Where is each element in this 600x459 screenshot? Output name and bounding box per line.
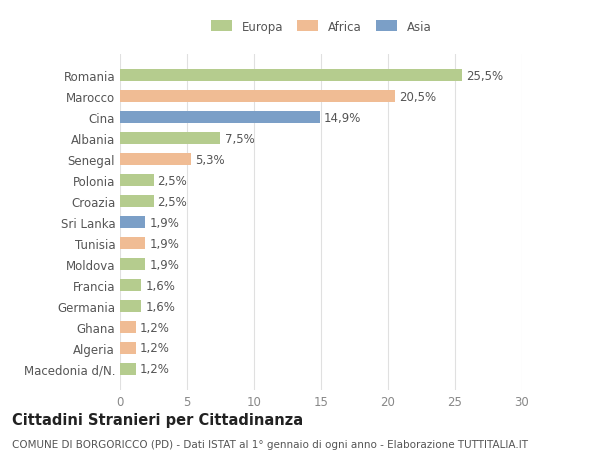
Text: 5,3%: 5,3%	[195, 153, 224, 166]
Bar	[120, 196, 154, 207]
Text: 1,2%: 1,2%	[140, 342, 170, 355]
Bar	[120, 154, 191, 166]
Text: 1,2%: 1,2%	[140, 321, 170, 334]
Text: 1,9%: 1,9%	[149, 216, 179, 229]
Text: 7,5%: 7,5%	[224, 132, 254, 146]
Text: 25,5%: 25,5%	[466, 70, 503, 83]
Bar	[120, 175, 154, 186]
Text: 1,9%: 1,9%	[149, 237, 179, 250]
Bar	[120, 280, 142, 291]
Text: Cittadini Stranieri per Cittadinanza: Cittadini Stranieri per Cittadinanza	[12, 413, 303, 428]
Bar	[120, 112, 320, 123]
Text: 1,2%: 1,2%	[140, 363, 170, 375]
Text: COMUNE DI BORGORICCO (PD) - Dati ISTAT al 1° gennaio di ogni anno - Elaborazione: COMUNE DI BORGORICCO (PD) - Dati ISTAT a…	[12, 440, 528, 449]
Text: 1,9%: 1,9%	[149, 258, 179, 271]
Bar	[120, 91, 395, 103]
Bar	[120, 364, 136, 375]
Bar	[120, 259, 145, 270]
Text: 2,5%: 2,5%	[158, 174, 187, 187]
Bar	[120, 133, 221, 145]
Bar	[120, 301, 142, 312]
Bar	[120, 322, 136, 333]
Text: 2,5%: 2,5%	[158, 195, 187, 208]
Text: 1,6%: 1,6%	[145, 300, 175, 313]
Bar	[120, 342, 136, 354]
Bar	[120, 238, 145, 249]
Text: 1,6%: 1,6%	[145, 279, 175, 292]
Bar	[120, 217, 145, 229]
Text: 14,9%: 14,9%	[323, 112, 361, 124]
Text: 20,5%: 20,5%	[399, 90, 436, 103]
Legend: Europa, Africa, Asia: Europa, Africa, Asia	[211, 21, 431, 34]
Bar	[120, 70, 462, 82]
